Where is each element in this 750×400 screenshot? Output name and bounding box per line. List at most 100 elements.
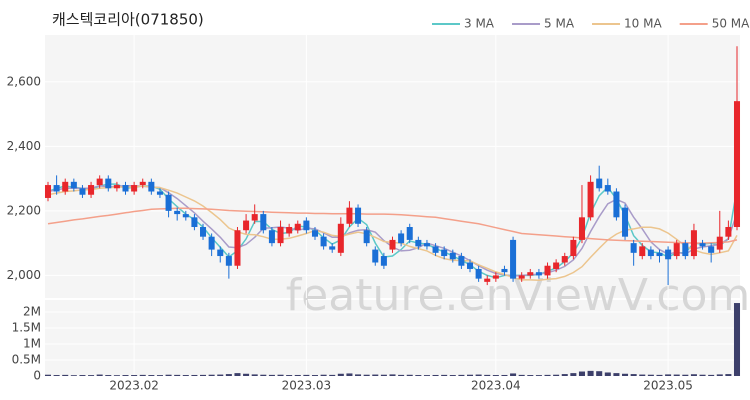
- volume-bar: [294, 374, 301, 376]
- candle-body: [234, 230, 241, 266]
- candle-body: [656, 252, 663, 257]
- legend-label: 10 MA: [624, 17, 662, 31]
- candle-body: [363, 230, 370, 244]
- volume-bar: [484, 374, 491, 376]
- volume-bar: [355, 374, 362, 376]
- volume-bar: [243, 373, 250, 376]
- x-tick-label: 2023.04: [471, 379, 521, 393]
- candle-body: [708, 246, 715, 253]
- candle-body: [690, 230, 697, 257]
- volume-bar: [122, 375, 129, 376]
- candle-body: [441, 249, 448, 257]
- candle-body: [320, 236, 327, 247]
- candle-body: [260, 214, 267, 231]
- volume-bar: [286, 375, 293, 376]
- volume-bar: [682, 374, 689, 376]
- volume-bar: [501, 374, 508, 376]
- volume-bar: [415, 375, 422, 376]
- candle-body: [725, 227, 732, 237]
- candle-body: [398, 233, 405, 244]
- volume-bar: [268, 374, 275, 376]
- candle-body: [484, 278, 491, 282]
- volume-bar: [311, 375, 319, 376]
- candle-body: [415, 239, 422, 247]
- volume-bar: [70, 375, 77, 376]
- candle-body: [535, 272, 542, 276]
- candle-body: [596, 178, 603, 189]
- volume-bar: [553, 374, 560, 376]
- y-tick-label: 1.5M: [12, 321, 41, 335]
- volume-bar: [492, 375, 499, 376]
- candle-body: [716, 236, 723, 250]
- volume-bar: [475, 374, 482, 376]
- candle-body: [587, 181, 594, 218]
- volume-bar: [182, 375, 189, 376]
- y-tick-label: 2,600: [7, 74, 41, 88]
- volume-bar: [587, 370, 594, 376]
- volume-bar: [398, 374, 405, 376]
- volume-bar: [44, 374, 52, 376]
- volume-bar: [113, 375, 120, 376]
- volume-bar: [372, 374, 379, 376]
- candle-body: [243, 220, 250, 231]
- y-tick-label: 2M: [23, 305, 41, 319]
- candle-body: [200, 227, 207, 237]
- volume-bar: [733, 303, 741, 376]
- volume-bar: [423, 375, 430, 376]
- volume-bar: [406, 374, 413, 376]
- volume-bar: [518, 374, 525, 376]
- y-tick-label: 0: [33, 369, 41, 383]
- volume-bar: [174, 374, 181, 376]
- volume-bar: [389, 374, 396, 376]
- candle-body: [673, 243, 680, 257]
- candle-body: [630, 243, 637, 253]
- legend-label: 5 MA: [544, 17, 575, 31]
- candle-body: [337, 223, 344, 253]
- candle-body: [105, 178, 112, 189]
- volume-bar: [277, 374, 284, 376]
- volume-bar: [458, 374, 465, 376]
- candle-body: [553, 262, 560, 269]
- y-tick-label: 2,200: [7, 203, 41, 217]
- candle-body: [346, 207, 353, 224]
- candle-body: [329, 246, 336, 250]
- volume-bar: [62, 374, 69, 376]
- candle-body: [355, 207, 362, 224]
- volume-bar: [53, 375, 60, 376]
- volume-bar: [131, 375, 138, 376]
- candle-body: [182, 214, 189, 218]
- candle-body: [466, 262, 474, 269]
- volume-bar: [165, 374, 172, 376]
- legend: 3 MA 5 MA 10 MA 50 MA: [432, 17, 750, 31]
- candle-body: [510, 239, 517, 279]
- candle-body: [647, 249, 654, 257]
- candle-body: [191, 217, 198, 228]
- volume-bar: [363, 374, 370, 376]
- legend-label: 3 MA: [464, 17, 495, 31]
- volume-bar: [716, 374, 723, 376]
- y-tick-label: 0.5M: [12, 353, 41, 367]
- volume-bar: [596, 371, 603, 376]
- candle-body: [208, 236, 215, 250]
- candle-body: [389, 239, 396, 250]
- candle-body: [139, 181, 146, 186]
- candle-body: [518, 275, 525, 279]
- candle-body: [88, 185, 95, 195]
- y-tick-label: 1M: [23, 337, 41, 351]
- candle-body: [423, 243, 430, 247]
- candle-body: [501, 268, 508, 273]
- candle-body: [70, 181, 77, 189]
- volume-bar: [337, 373, 344, 376]
- candle-body: [682, 243, 689, 257]
- volume-bar: [622, 373, 629, 376]
- candle-body: [277, 227, 284, 244]
- volume-bar: [630, 374, 637, 376]
- candle-body: [53, 185, 60, 192]
- volume-bar: [561, 374, 568, 376]
- volume-bar: [148, 375, 155, 376]
- volume-bar: [673, 374, 680, 376]
- candle-body: [131, 185, 138, 192]
- volume-bar: [346, 373, 353, 376]
- volume-bar: [544, 374, 551, 376]
